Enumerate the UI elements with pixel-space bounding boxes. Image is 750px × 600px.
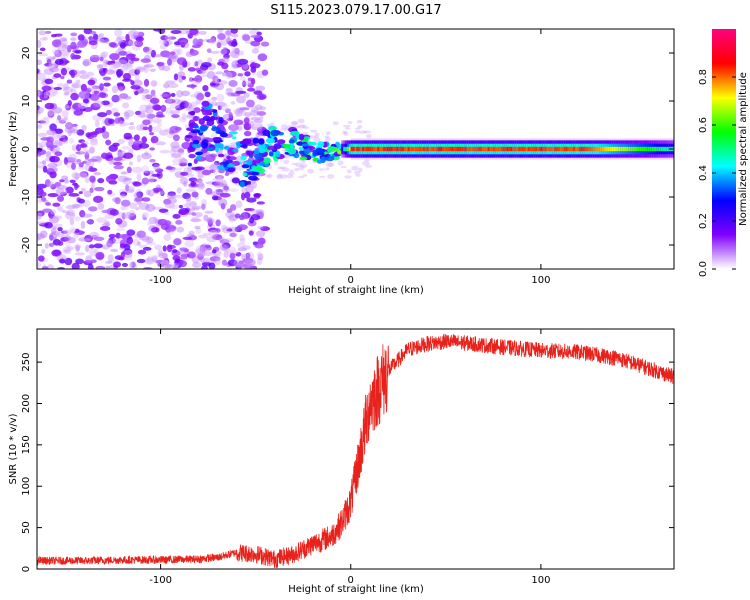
snr-y-tick: 0 bbox=[21, 566, 674, 572]
colorbar-tick: 0.8 bbox=[698, 69, 736, 85]
snr-x-ticks: -100 0 100 bbox=[149, 329, 550, 586]
spectrogram-x-tick: -100 bbox=[149, 29, 172, 286]
snr-y-tick-label: 150 bbox=[21, 435, 32, 454]
spectrogram-x-axis-label: Height of straight line (km) bbox=[288, 285, 424, 296]
colorbar-tick: 0.0 bbox=[698, 261, 736, 277]
spectrogram-y-tick: -10 bbox=[21, 189, 674, 205]
snr-y-tick: 200 bbox=[21, 394, 674, 413]
colorbar-tick: 0.4 bbox=[698, 165, 736, 181]
snr-panel: -100 0 100 0 50 100 150 200 250 Height of strai… bbox=[8, 328, 675, 595]
spectrogram-y-tick: -20 bbox=[21, 237, 674, 253]
spectrogram-x-ticks: -100 0 100 bbox=[149, 29, 550, 286]
spectrogram-x-tick: 100 bbox=[531, 29, 550, 286]
colorbar-tick: 0.6 bbox=[698, 117, 736, 133]
snr-y-tick: 250 bbox=[21, 353, 674, 372]
spectrogram-y-tick-label: -20 bbox=[21, 237, 32, 253]
snr-x-tick-label: 0 bbox=[348, 575, 354, 586]
spectrogram-y-tick-label: 0 bbox=[21, 146, 32, 152]
spectrogram-x-tick-label: -100 bbox=[149, 275, 172, 286]
spectrogram-y-axis-label: Frequency (Hz) bbox=[8, 111, 19, 187]
spectrogram-y-tick-label: 10 bbox=[21, 95, 32, 108]
colorbar-ticks: 0.0 0.2 0.4 0.6 0.8 bbox=[698, 69, 736, 277]
colorbar-scale bbox=[712, 29, 736, 269]
snr-frame bbox=[36, 328, 675, 570]
snr-y-tick-label: 0 bbox=[21, 566, 32, 572]
spectrogram-y-tick: 0 bbox=[21, 146, 674, 152]
snr-x-axis-label: Height of straight line (km) bbox=[288, 584, 424, 595]
snr-y-ticks: 0 50 100 150 200 250 bbox=[21, 353, 674, 572]
colorbar-label: Normalized spectral amplitude bbox=[738, 72, 749, 226]
spectrogram-image bbox=[37, 29, 674, 269]
colorbar-tick-label: 0.2 bbox=[698, 213, 709, 229]
snr-y-tick-label: 50 bbox=[21, 521, 32, 534]
snr-x-tick-label: 100 bbox=[531, 575, 550, 586]
spectrogram-x-tick-label: 0 bbox=[348, 275, 354, 286]
snr-y-tick: 150 bbox=[21, 435, 674, 454]
snr-y-tick: 100 bbox=[21, 477, 674, 496]
snr-x-tick-label: -100 bbox=[149, 575, 172, 586]
figure-title: S115.2023.079.17.00.G17 bbox=[270, 3, 441, 18]
snr-x-tick: 100 bbox=[531, 329, 550, 586]
spectrogram-y-tick-label: 20 bbox=[21, 47, 32, 60]
colorbar-tick-label: 0.0 bbox=[698, 261, 709, 277]
spectrogram-y-tick: 20 bbox=[21, 47, 674, 60]
colorbar-tick: 0.2 bbox=[698, 213, 736, 229]
colorbar-tick-label: 0.6 bbox=[698, 117, 709, 133]
spectrogram-y-tick: 10 bbox=[21, 95, 674, 108]
snr-y-axis-label: SNR (10 * v/v) bbox=[8, 413, 19, 484]
snr-x-tick: 0 bbox=[348, 329, 354, 586]
spectrogram-y-tick-label: -10 bbox=[21, 189, 32, 205]
snr-y-tick-label: 250 bbox=[21, 353, 32, 372]
colorbar-tick-label: 0.4 bbox=[698, 165, 709, 181]
colorbar-tick-label: 0.8 bbox=[698, 69, 709, 85]
snr-y-tick-label: 100 bbox=[21, 477, 32, 496]
snr-series-line bbox=[37, 333, 674, 569]
spectrogram-plot-area bbox=[37, 29, 674, 269]
spectrogram-y-ticks: -20 -10 0 10 20 bbox=[21, 47, 674, 253]
colorbar: 0.0 0.2 0.4 0.6 0.8 Normalized spectral ampl… bbox=[698, 29, 749, 277]
spectrogram-x-tick: 0 bbox=[348, 29, 354, 286]
snr-plot-area bbox=[37, 333, 674, 569]
snr-x-tick: -100 bbox=[149, 329, 172, 586]
snr-y-tick-label: 200 bbox=[21, 394, 32, 413]
spectrogram-x-tick-label: 100 bbox=[531, 275, 550, 286]
snr-y-tick: 50 bbox=[21, 521, 674, 534]
